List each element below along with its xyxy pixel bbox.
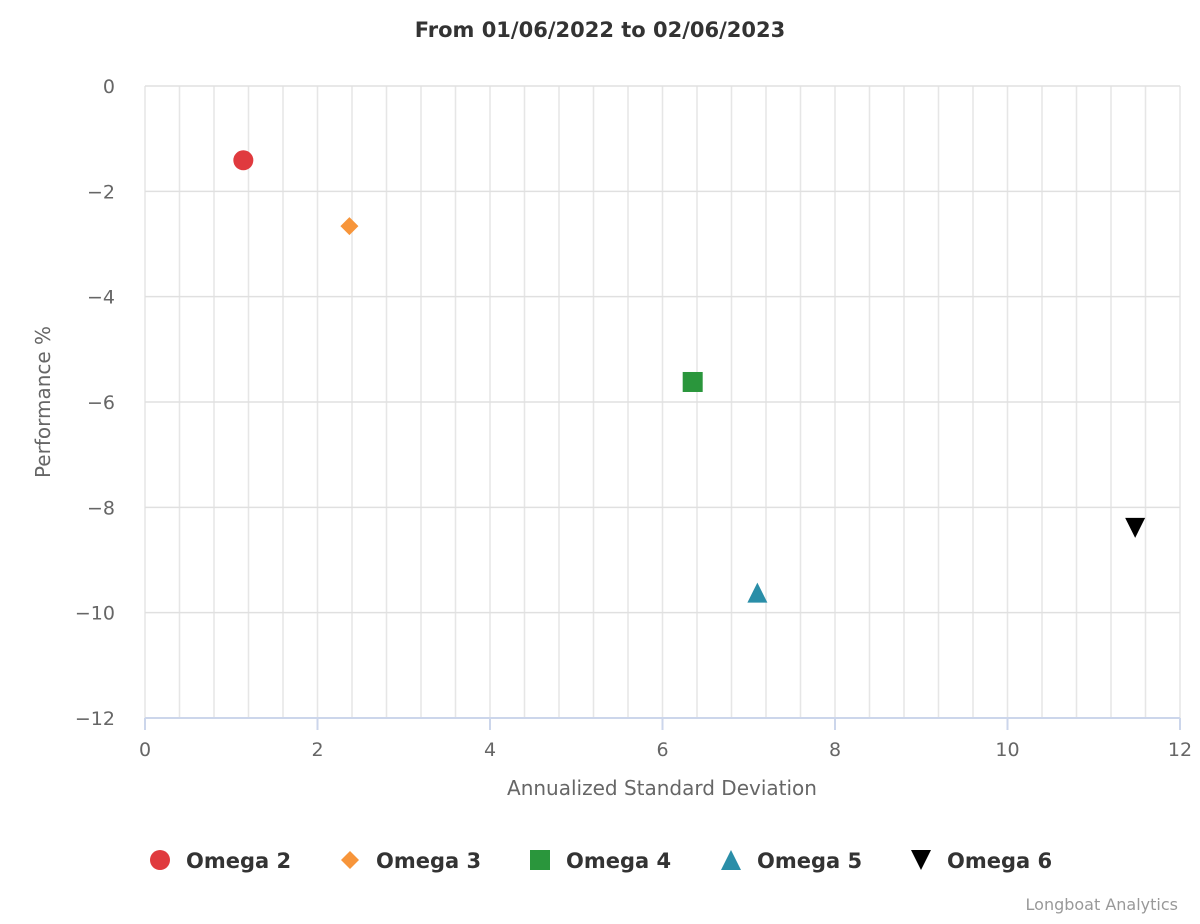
- legend-label: Omega 6: [947, 849, 1052, 873]
- point-omega-5: [747, 582, 768, 603]
- x-tick-label: 6: [656, 739, 668, 761]
- y-tick-label: −2: [87, 181, 115, 203]
- omega-2-legend-marker: [150, 850, 170, 870]
- chart-title: From 01/06/2022 to 02/06/2023: [415, 18, 786, 42]
- legend-item-omega-2[interactable]: Omega 2: [150, 849, 291, 873]
- omega-6-legend-marker: [911, 850, 931, 870]
- legend-label: Omega 2: [186, 849, 291, 873]
- legend-label: Omega 4: [566, 849, 671, 873]
- y-tick-label: −4: [87, 287, 115, 309]
- legend-label: Omega 5: [757, 849, 862, 873]
- omega-3-legend-marker: [341, 851, 359, 869]
- point-omega-4: [682, 371, 703, 392]
- omega-5-legend-marker: [721, 850, 741, 870]
- x-tick-label: 0: [139, 739, 151, 761]
- x-tick-label: 10: [995, 739, 1019, 761]
- y-tick-label: −6: [87, 392, 115, 414]
- y-axis-label: Performance %: [31, 326, 55, 478]
- legend: Omega 2 Omega 3 Omega 4 Omega 5 Omega 6: [150, 849, 1052, 873]
- legend-item-omega-5[interactable]: Omega 5: [721, 849, 862, 873]
- omega-4-legend-marker: [530, 850, 550, 870]
- x-tick-label: 12: [1168, 739, 1192, 761]
- grid: [144, 85, 1181, 719]
- x-tick-label: 2: [311, 739, 323, 761]
- point-omega-6: [1125, 517, 1146, 538]
- y-tick-label: −12: [75, 708, 115, 730]
- credits[interactable]: Longboat Analytics: [1026, 895, 1178, 914]
- legend-label: Omega 3: [376, 849, 481, 873]
- x-axis-label: Annualized Standard Deviation: [507, 776, 817, 800]
- legend-item-omega-3[interactable]: Omega 3: [341, 849, 481, 873]
- legend-item-omega-4[interactable]: Omega 4: [530, 849, 671, 873]
- point-omega-3: [340, 217, 359, 236]
- y-tick-label: −8: [87, 497, 115, 519]
- x-tick-label: 4: [484, 739, 496, 761]
- point-omega-2: [233, 150, 254, 171]
- x-tick-label: 8: [829, 739, 841, 761]
- y-tick-label: 0: [103, 76, 115, 98]
- legend-item-omega-6[interactable]: Omega 6: [911, 849, 1052, 873]
- axes: 0 −2 −4 −6 −8 −10 −12 0 2 4 6 8 10 12: [75, 76, 1192, 761]
- data-points: [233, 150, 1146, 603]
- y-tick-label: −10: [75, 603, 115, 625]
